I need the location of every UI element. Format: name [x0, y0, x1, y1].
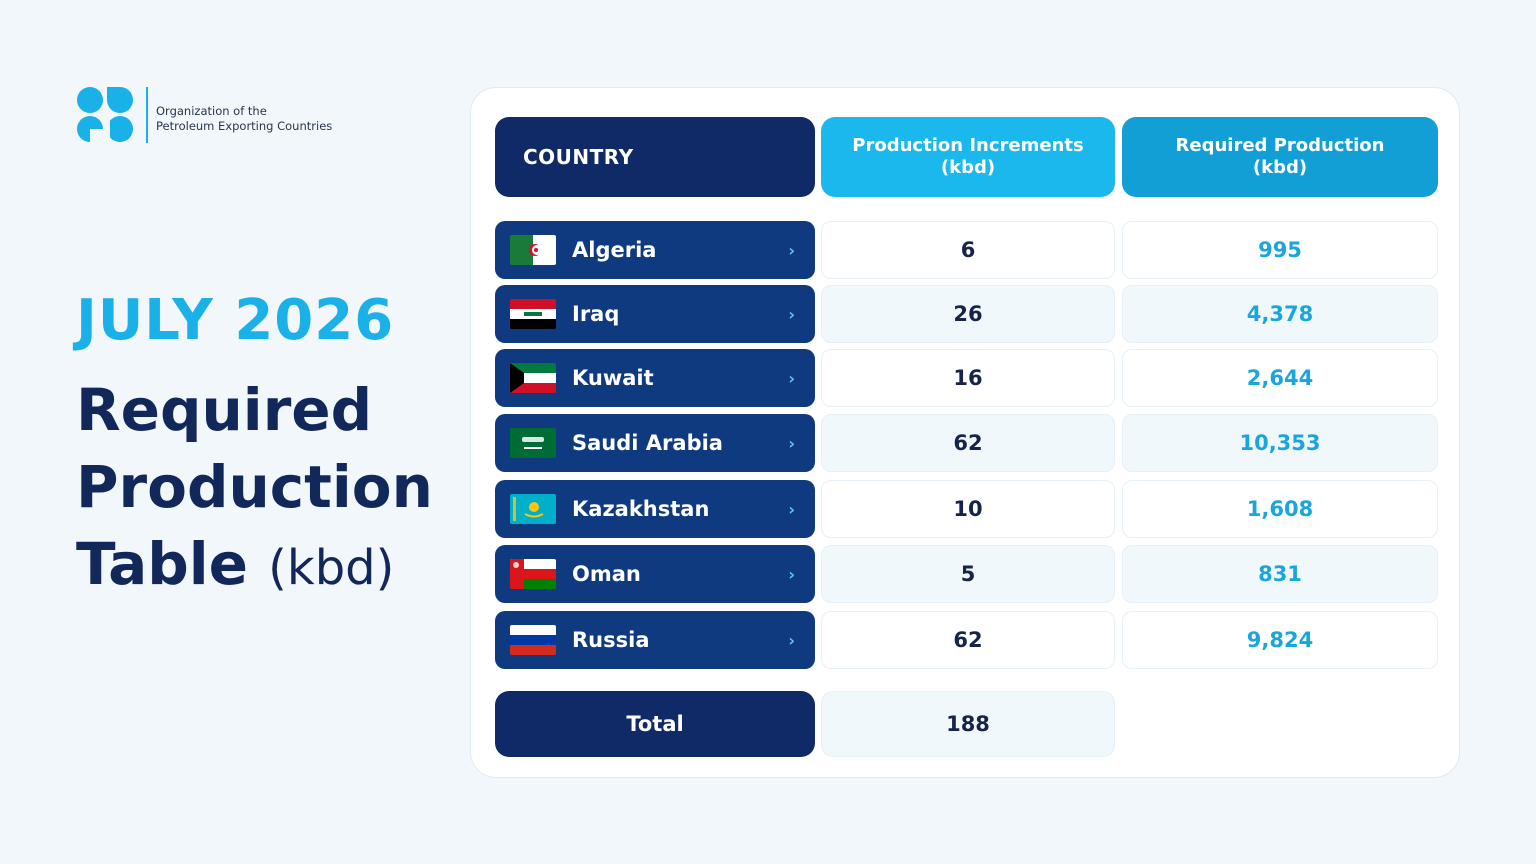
header-required-line1: Required Production: [1175, 135, 1385, 156]
opec-logo-icon: [76, 86, 136, 144]
header-country: COUNTRY: [495, 117, 815, 197]
total-label: Total: [495, 691, 815, 757]
chevron-right-icon: ›: [788, 304, 795, 324]
header-increments-line1: Production Increments: [852, 135, 1084, 156]
country-cell-kuwait[interactable]: Kuwait ›: [495, 349, 815, 407]
country-cell-iraq[interactable]: Iraq ›: [495, 285, 815, 343]
country-name: Iraq: [572, 302, 620, 326]
country-name: Kazakhstan: [572, 497, 710, 521]
page-title: Required Production Table (kbd): [76, 372, 456, 607]
table-row: Russia › 62 9,824: [0, 611, 1536, 669]
page-title-line1: Required: [76, 376, 373, 444]
required-cell: 10,353: [1122, 414, 1438, 472]
logo-text: Organization of the Petroleum Exporting …: [156, 104, 332, 134]
header-production-increments: Production Increments (kbd): [821, 117, 1115, 197]
country-cell-russia[interactable]: Russia ›: [495, 611, 815, 669]
chevron-right-icon: ›: [788, 240, 795, 260]
country-name: Saudi Arabia: [572, 431, 723, 455]
increment-cell: 10: [821, 480, 1115, 538]
heading-date: JULY 2026: [76, 288, 395, 353]
chevron-right-icon: ›: [788, 630, 795, 650]
chevron-right-icon: ›: [788, 499, 795, 519]
increment-cell: 62: [821, 611, 1115, 669]
chevron-right-icon: ›: [788, 564, 795, 584]
kuwait-flag-icon: [510, 363, 556, 393]
kazakhstan-flag-icon: [510, 494, 556, 524]
algeria-flag-icon: [510, 235, 556, 265]
required-cell: 1,608: [1122, 480, 1438, 538]
logo-text-line1: Organization of the: [156, 104, 267, 118]
country-cell-algeria[interactable]: Algeria ›: [495, 221, 815, 279]
country-name: Kuwait: [572, 366, 654, 390]
increment-cell: 62: [821, 414, 1115, 472]
increment-cell: 5: [821, 545, 1115, 603]
required-cell: 4,378: [1122, 285, 1438, 343]
iraq-flag-icon: [510, 299, 556, 329]
required-cell: 2,644: [1122, 349, 1438, 407]
header-required-line2: (kbd): [1252, 157, 1308, 178]
country-name: Oman: [572, 562, 641, 586]
increment-cell: 26: [821, 285, 1115, 343]
table-row: Saudi Arabia › 62 10,353: [0, 414, 1536, 472]
country-cell-saudi-arabia[interactable]: Saudi Arabia ›: [495, 414, 815, 472]
required-cell: 9,824: [1122, 611, 1438, 669]
increment-cell: 6: [821, 221, 1115, 279]
logo-text-line2: Petroleum Exporting Countries: [156, 119, 333, 133]
increment-cell: 16: [821, 349, 1115, 407]
chevron-right-icon: ›: [788, 433, 795, 453]
page-title-unit: (kbd): [268, 540, 395, 596]
page-title-word-table: Table: [76, 530, 248, 598]
russia-flag-icon: [510, 625, 556, 655]
country-name: Russia: [572, 628, 650, 652]
total-value: 188: [821, 691, 1115, 757]
table-row: Kuwait › 16 2,644: [0, 349, 1536, 407]
required-cell: 831: [1122, 545, 1438, 603]
chevron-right-icon: ›: [788, 368, 795, 388]
required-cell: 995: [1122, 221, 1438, 279]
country-name: Algeria: [572, 238, 657, 262]
country-cell-kazakhstan[interactable]: Kazakhstan ›: [495, 480, 815, 538]
header-required-production: Required Production (kbd): [1122, 117, 1438, 197]
oman-flag-icon: [510, 559, 556, 589]
country-cell-oman[interactable]: Oman ›: [495, 545, 815, 603]
table-row: Iraq › 26 4,378: [0, 285, 1536, 343]
opec-logo: Organization of the Petroleum Exporting …: [76, 86, 332, 144]
logo-divider: [146, 87, 148, 143]
page-title-line3: Table (kbd): [76, 526, 456, 607]
page-title-line2: Production: [76, 453, 433, 521]
saudi-arabia-flag-icon: [510, 428, 556, 458]
table-row: Kazakhstan › 10 1,608: [0, 480, 1536, 538]
header-increments-line2: (kbd): [940, 157, 996, 178]
table-row: Algeria › 6 995: [0, 221, 1536, 279]
table-row: Oman › 5 831: [0, 545, 1536, 603]
